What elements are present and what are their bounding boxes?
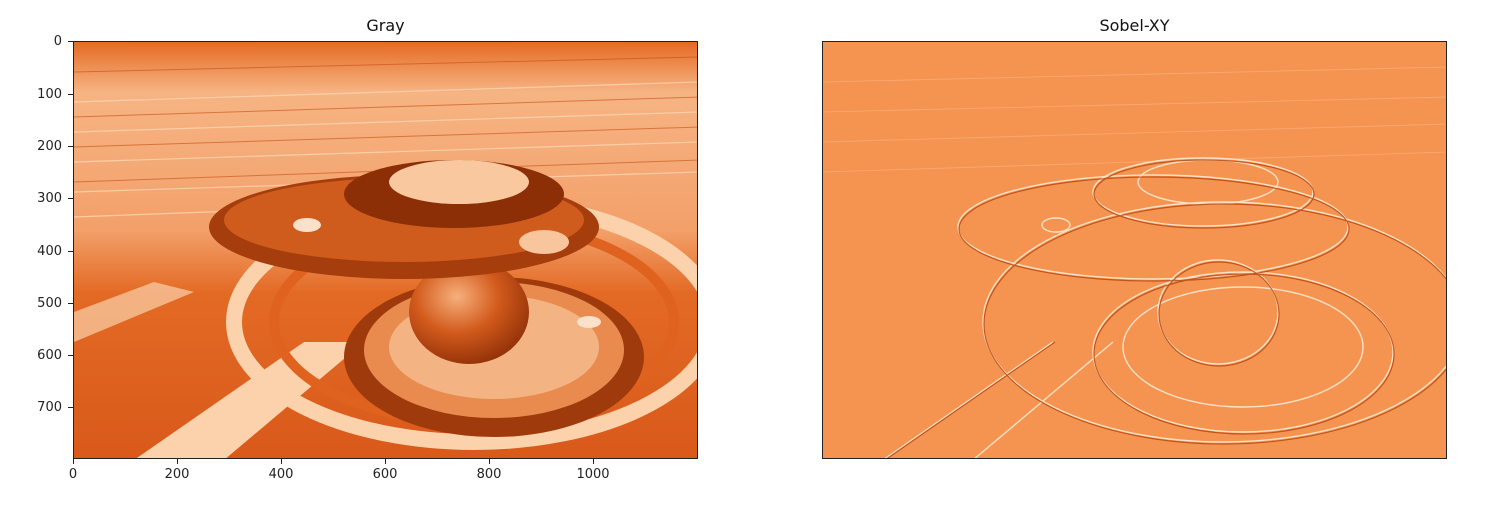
- y-tick-mark: [68, 355, 73, 356]
- inverted-building-photo-icon: [74, 42, 697, 458]
- x-tick-label: 200: [164, 467, 190, 482]
- y-tick-mark: [68, 146, 73, 147]
- x-tick-mark: [281, 459, 282, 464]
- image-sobel: [822, 41, 1447, 459]
- x-tick-label: 0: [68, 467, 78, 482]
- image-gray: [73, 41, 698, 459]
- y-tick-label: 0: [53, 34, 62, 49]
- x-tick-mark: [177, 459, 178, 464]
- y-tick-label: 700: [37, 400, 62, 415]
- y-tick-mark: [68, 41, 73, 42]
- x-tick-mark: [489, 459, 490, 464]
- x-tick-label: 1000: [576, 467, 610, 482]
- y-tick-mark: [68, 407, 73, 408]
- y-tick-mark: [68, 198, 73, 199]
- y-tick-mark: [68, 94, 73, 95]
- y-tick-label: 500: [37, 296, 62, 311]
- panel-title-gray: Gray: [366, 16, 405, 35]
- y-tick-label: 200: [37, 139, 62, 154]
- sobel-edge-map-icon: [823, 42, 1446, 458]
- x-tick-mark: [73, 459, 74, 464]
- panel-title-sobel: Sobel-XY: [1099, 16, 1170, 35]
- x-tick-label: 800: [476, 467, 502, 482]
- x-tick-mark: [385, 459, 386, 464]
- y-tick-label: 100: [37, 87, 62, 102]
- y-tick-label: 400: [37, 244, 62, 259]
- y-tick-label: 300: [37, 191, 62, 206]
- y-tick-label: 600: [37, 348, 62, 363]
- y-tick-mark: [68, 303, 73, 304]
- y-tick-mark: [68, 251, 73, 252]
- x-tick-label: 400: [268, 467, 294, 482]
- x-tick-label: 600: [372, 467, 398, 482]
- x-tick-mark: [593, 459, 594, 464]
